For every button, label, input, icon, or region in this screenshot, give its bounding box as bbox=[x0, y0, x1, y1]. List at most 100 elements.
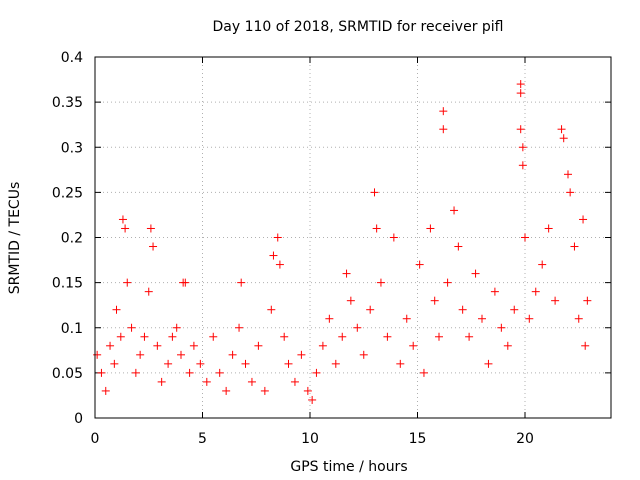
data-points bbox=[93, 80, 592, 404]
data-point-marker bbox=[510, 305, 519, 314]
data-point-marker bbox=[557, 125, 566, 134]
data-point-marker bbox=[389, 233, 398, 242]
data-point-marker bbox=[439, 107, 448, 116]
data-point-marker bbox=[366, 305, 375, 314]
data-point-marker bbox=[308, 395, 317, 404]
data-point-marker bbox=[359, 350, 368, 359]
y-axis-title: SRMTID / TECUs bbox=[7, 182, 23, 295]
data-point-marker bbox=[409, 341, 418, 350]
data-point-marker bbox=[331, 359, 340, 368]
data-point-marker bbox=[97, 368, 106, 377]
data-point-marker bbox=[196, 359, 205, 368]
data-point-marker bbox=[235, 323, 244, 332]
data-point-marker bbox=[303, 386, 312, 395]
data-point-marker bbox=[101, 386, 110, 395]
data-point-marker bbox=[267, 305, 276, 314]
data-point-marker bbox=[222, 386, 231, 395]
data-point-marker bbox=[144, 287, 153, 296]
y-tick-label: 0.2 bbox=[61, 231, 83, 247]
data-point-marker bbox=[518, 143, 527, 152]
data-point-marker bbox=[123, 278, 132, 287]
x-tick-label: 20 bbox=[516, 431, 534, 447]
data-point-marker bbox=[353, 323, 362, 332]
data-point-marker bbox=[153, 341, 162, 350]
data-point-marker bbox=[342, 269, 351, 278]
axis-ticks: 0 0.05 0.1 0.15 0.2 0.25 0.3 0.35 0.4 0 5 10 15 20 bbox=[52, 50, 611, 447]
data-point-marker bbox=[396, 359, 405, 368]
x-tick-label: 5 bbox=[198, 431, 207, 447]
data-point-marker bbox=[215, 368, 224, 377]
y-tick-label: 0.35 bbox=[52, 95, 83, 111]
data-point-marker bbox=[228, 350, 237, 359]
data-point-marker bbox=[559, 134, 568, 143]
data-point-marker bbox=[118, 215, 127, 224]
data-point-marker bbox=[237, 278, 246, 287]
data-point-marker bbox=[525, 314, 534, 323]
x-axis-title: GPS time / hours bbox=[290, 459, 407, 475]
data-point-marker bbox=[254, 341, 263, 350]
data-point-marker bbox=[376, 278, 385, 287]
data-point-marker bbox=[280, 332, 289, 341]
data-point-marker bbox=[484, 359, 493, 368]
data-point-marker bbox=[551, 296, 560, 305]
data-point-marker bbox=[518, 161, 527, 170]
data-point-marker bbox=[189, 341, 198, 350]
data-point-marker bbox=[583, 296, 592, 305]
y-tick-label: 0.15 bbox=[52, 276, 83, 292]
data-point-marker bbox=[106, 341, 115, 350]
y-tick-label: 0.25 bbox=[52, 185, 83, 201]
data-point-marker bbox=[372, 224, 381, 233]
data-point-marker bbox=[570, 242, 579, 251]
data-point-marker bbox=[110, 359, 119, 368]
x-tick-label: 15 bbox=[409, 431, 427, 447]
data-point-marker bbox=[516, 125, 525, 134]
data-point-marker bbox=[127, 323, 136, 332]
data-point-marker bbox=[538, 260, 547, 269]
data-point-marker bbox=[181, 278, 190, 287]
data-point-marker bbox=[497, 323, 506, 332]
data-point-marker bbox=[275, 260, 284, 269]
data-point-marker bbox=[435, 332, 443, 341]
data-point-marker bbox=[177, 350, 185, 359]
data-point-marker bbox=[269, 251, 278, 260]
data-point-marker bbox=[172, 323, 181, 332]
grid-lines bbox=[95, 57, 611, 418]
y-tick-label: 0.3 bbox=[61, 140, 83, 156]
data-point-marker bbox=[157, 377, 166, 386]
data-point-marker bbox=[531, 287, 540, 296]
x-tick-label: 10 bbox=[301, 431, 319, 447]
data-point-marker bbox=[164, 359, 173, 368]
data-point-marker bbox=[247, 377, 256, 386]
data-point-marker bbox=[284, 359, 293, 368]
data-point-marker bbox=[383, 332, 392, 341]
plot-frame bbox=[94, 56, 612, 419]
data-point-marker bbox=[443, 278, 452, 287]
data-point-marker bbox=[454, 242, 463, 251]
data-point-marker bbox=[346, 296, 355, 305]
data-point-marker bbox=[579, 215, 588, 224]
data-point-marker bbox=[260, 386, 269, 395]
data-point-marker bbox=[168, 332, 177, 341]
data-point-marker bbox=[581, 341, 590, 350]
data-point-marker bbox=[325, 314, 334, 323]
data-point-marker bbox=[478, 314, 486, 323]
data-point-marker bbox=[471, 269, 480, 278]
data-point-marker bbox=[338, 332, 347, 341]
data-point-marker bbox=[318, 341, 327, 350]
data-point-marker bbox=[564, 170, 572, 179]
data-point-marker bbox=[415, 260, 424, 269]
data-point-marker bbox=[290, 377, 299, 386]
data-point-marker bbox=[131, 368, 140, 377]
data-point-marker bbox=[312, 368, 321, 377]
data-point-marker bbox=[185, 368, 194, 377]
data-point-marker bbox=[439, 125, 448, 134]
chart-title: Day 110 of 2018, SRMTID for receiver pif… bbox=[212, 19, 503, 35]
data-point-marker bbox=[370, 188, 379, 197]
data-point-marker bbox=[490, 287, 499, 296]
data-point-marker bbox=[241, 359, 250, 368]
data-point-marker bbox=[574, 314, 583, 323]
data-point-marker bbox=[116, 332, 125, 341]
y-tick-label: 0.05 bbox=[52, 366, 83, 382]
